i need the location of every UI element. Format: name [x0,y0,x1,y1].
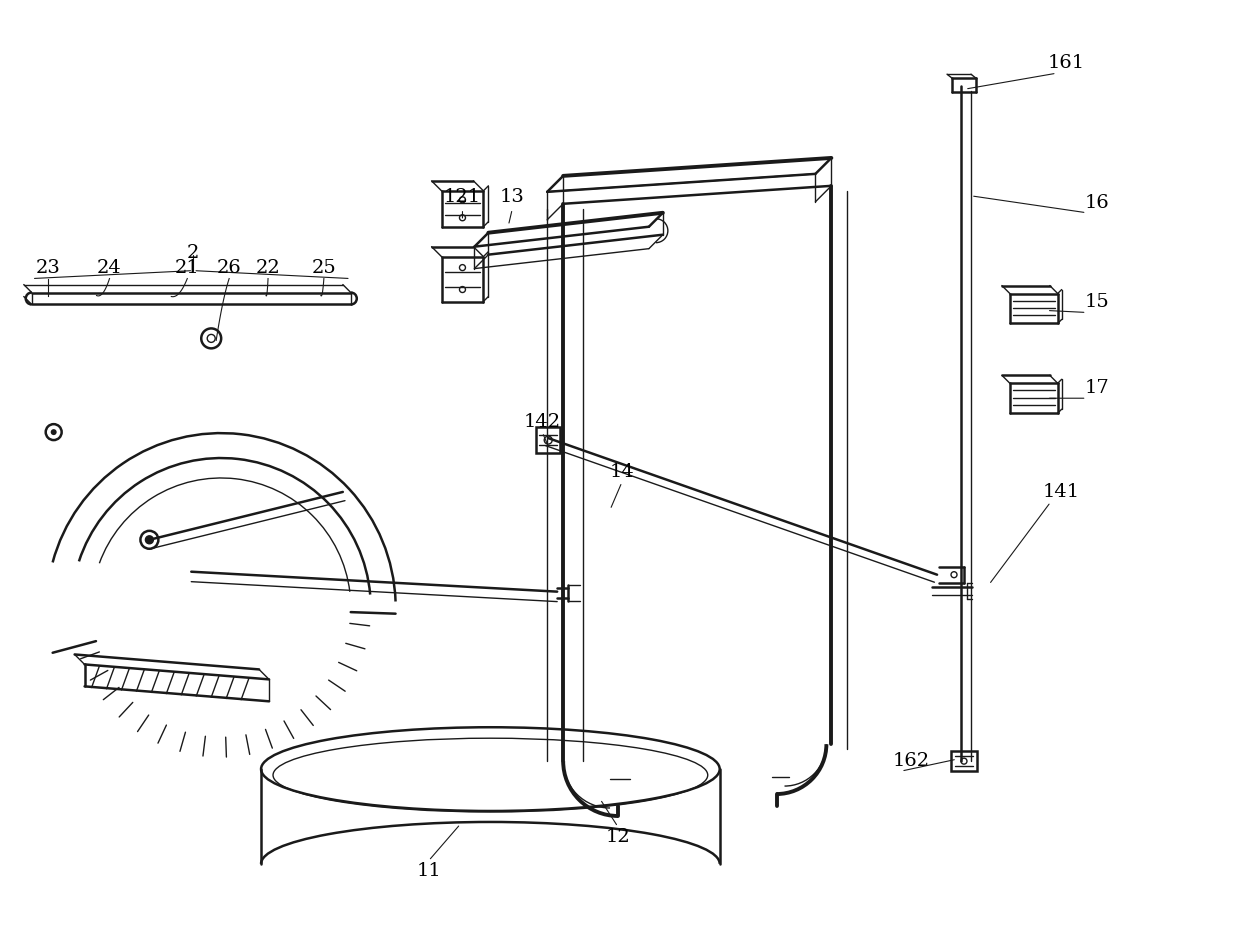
FancyBboxPatch shape [536,427,560,453]
Circle shape [201,328,221,348]
Text: 25: 25 [311,259,336,277]
Text: 2: 2 [187,244,200,262]
Text: 142: 142 [523,413,560,431]
Text: 162: 162 [893,752,930,770]
Text: 16: 16 [1084,194,1109,212]
Text: 11: 11 [417,862,441,880]
Text: 17: 17 [1084,379,1109,397]
Circle shape [51,429,57,435]
Text: 26: 26 [217,259,242,277]
Text: 15: 15 [1084,294,1109,311]
Text: 12: 12 [605,828,630,846]
Text: 24: 24 [97,259,122,277]
Text: 141: 141 [1042,483,1079,501]
Text: 21: 21 [175,259,200,277]
Circle shape [140,531,159,549]
Circle shape [46,424,62,440]
Text: 23: 23 [35,259,60,277]
Text: 14: 14 [610,463,635,481]
Text: 22: 22 [255,259,280,277]
Text: 121: 121 [444,188,481,206]
FancyBboxPatch shape [951,751,977,771]
Circle shape [145,535,154,544]
Text: 13: 13 [500,188,525,206]
Text: 161: 161 [1048,55,1085,72]
